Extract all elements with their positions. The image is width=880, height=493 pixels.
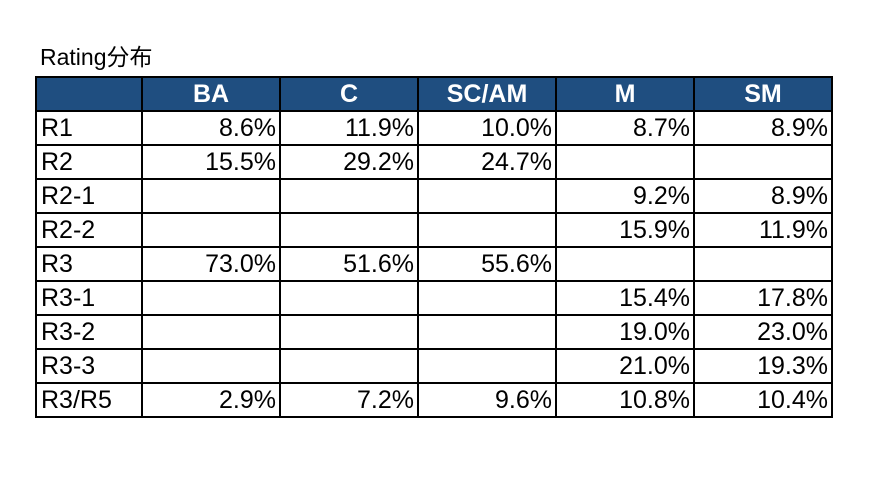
table-cell: 8.9% — [693, 110, 833, 146]
row-label: R2 — [35, 144, 143, 180]
table-cell — [693, 246, 833, 282]
table-row-r3-r5: R3/R5 2.9% 7.2% 9.6% 10.8% 10.4% — [35, 382, 833, 418]
row-label: R3-2 — [35, 314, 143, 350]
table-cell: 8.6% — [141, 110, 281, 146]
table-cell — [417, 280, 557, 316]
table-cell — [141, 314, 281, 350]
table-cell — [555, 144, 695, 180]
table-cell: 10.4% — [693, 382, 833, 418]
table-cell — [141, 212, 281, 248]
table-cell: 15.5% — [141, 144, 281, 180]
table-cell: 2.9% — [141, 382, 281, 418]
table-cell — [417, 178, 557, 214]
table-cell — [141, 348, 281, 384]
rating-distribution-table: BA C SC/AM M SM R1 8.6% 11.9% 10.0% 8.7%… — [35, 76, 833, 418]
row-label: R3-1 — [35, 280, 143, 316]
table-cell — [279, 348, 419, 384]
row-label: R1 — [35, 110, 143, 146]
table-cell: 73.0% — [141, 246, 281, 282]
table-cell: 19.3% — [693, 348, 833, 384]
table-cell — [141, 178, 281, 214]
header-cell-corner — [35, 76, 143, 112]
table-cell — [555, 246, 695, 282]
table-row-r3-1: R3-1 15.4% 17.8% — [35, 280, 833, 316]
table-row-r3-2: R3-2 19.0% 23.0% — [35, 314, 833, 350]
table-cell: 8.9% — [693, 178, 833, 214]
header-cell-ba: BA — [141, 76, 281, 112]
row-label: R3/R5 — [35, 382, 143, 418]
header-cell-c: C — [279, 76, 419, 112]
table-cell — [693, 144, 833, 180]
table-cell — [279, 314, 419, 350]
table-cell — [417, 212, 557, 248]
table-row-r2: R2 15.5% 29.2% 24.7% — [35, 144, 833, 180]
table-row-r3-3: R3-3 21.0% 19.3% — [35, 348, 833, 384]
row-label: R3-3 — [35, 348, 143, 384]
table-cell — [279, 212, 419, 248]
table-cell: 10.0% — [417, 110, 557, 146]
table-cell: 10.8% — [555, 382, 695, 418]
table-cell — [417, 314, 557, 350]
table-cell: 17.8% — [693, 280, 833, 316]
table-cell: 7.2% — [279, 382, 419, 418]
row-label: R3 — [35, 246, 143, 282]
table-cell: 15.9% — [555, 212, 695, 248]
table-cell — [279, 178, 419, 214]
table-cell: 21.0% — [555, 348, 695, 384]
table-cell: 19.0% — [555, 314, 695, 350]
table-cell: 11.9% — [693, 212, 833, 248]
table-row-r3: R3 73.0% 51.6% 55.6% — [35, 246, 833, 282]
row-label: R2-1 — [35, 178, 143, 214]
table-cell: 51.6% — [279, 246, 419, 282]
table-cell — [141, 280, 281, 316]
table-cell — [417, 348, 557, 384]
row-label: R2-2 — [35, 212, 143, 248]
table-cell: 29.2% — [279, 144, 419, 180]
table-cell: 9.2% — [555, 178, 695, 214]
header-cell-sc-am: SC/AM — [417, 76, 557, 112]
page-title: Rating分布 — [40, 44, 153, 70]
table-cell: 55.6% — [417, 246, 557, 282]
table-header-row: BA C SC/AM M SM — [35, 76, 833, 112]
table-cell: 23.0% — [693, 314, 833, 350]
header-cell-sm: SM — [693, 76, 833, 112]
table-cell — [279, 280, 419, 316]
table-row-r1: R1 8.6% 11.9% 10.0% 8.7% 8.9% — [35, 110, 833, 146]
table-cell: 9.6% — [417, 382, 557, 418]
table-row-r2-1: R2-1 9.2% 8.9% — [35, 178, 833, 214]
table-row-r2-2: R2-2 15.9% 11.9% — [35, 212, 833, 248]
table-cell: 15.4% — [555, 280, 695, 316]
table-cell: 24.7% — [417, 144, 557, 180]
header-cell-m: M — [555, 76, 695, 112]
table-cell: 8.7% — [555, 110, 695, 146]
table-cell: 11.9% — [279, 110, 419, 146]
